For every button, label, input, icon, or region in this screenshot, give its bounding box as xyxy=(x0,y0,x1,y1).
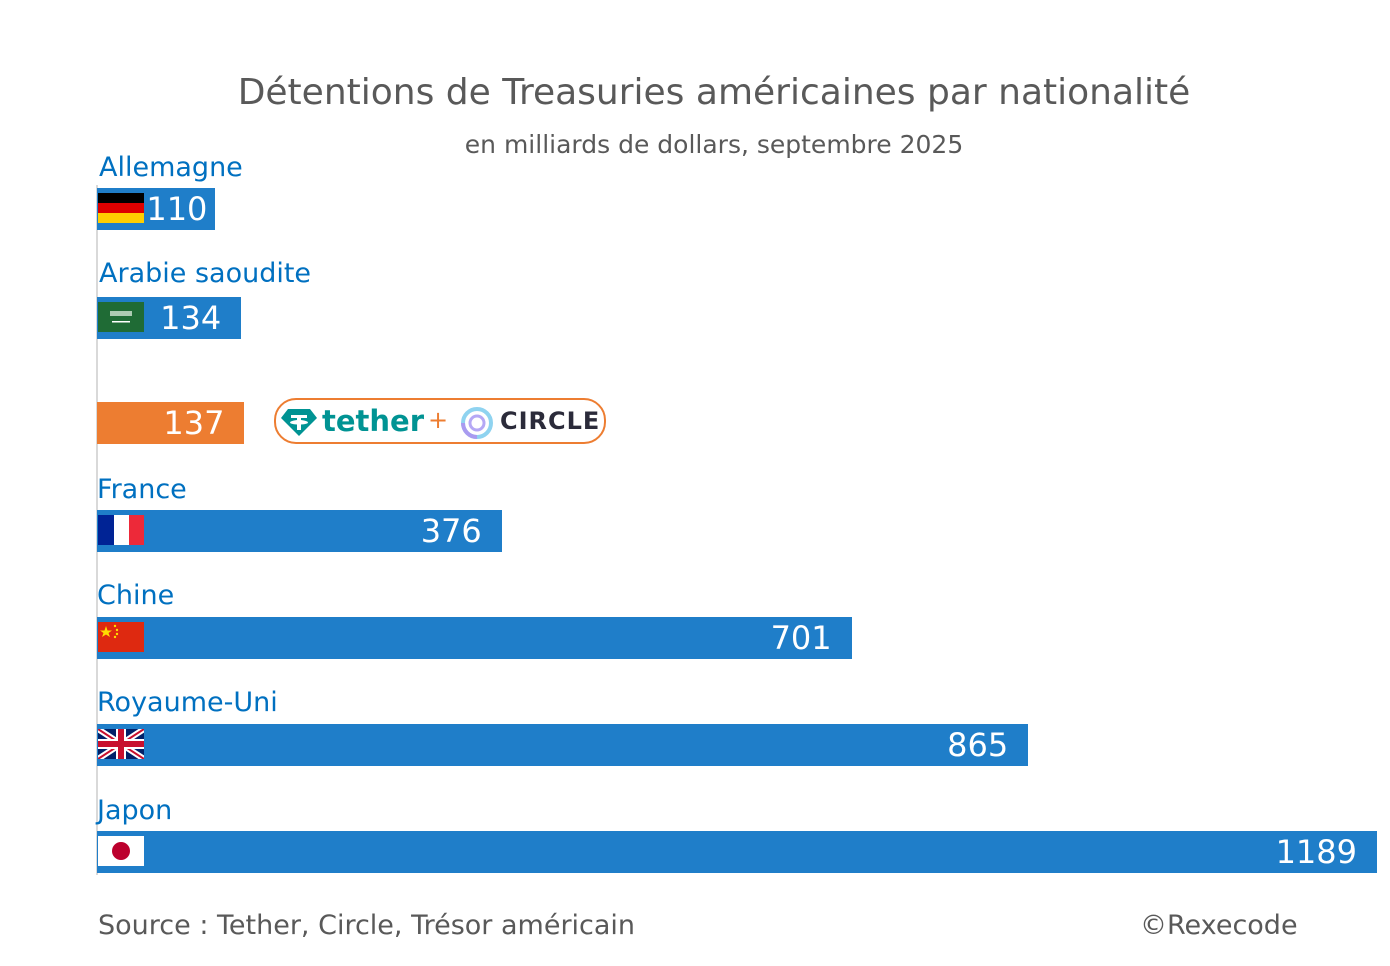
data-label: 134 xyxy=(160,299,222,337)
bar: 134 xyxy=(97,297,242,339)
circle-logo-icon xyxy=(461,407,493,439)
data-label: 376 xyxy=(420,512,482,550)
data-label: 701 xyxy=(770,619,832,657)
germany-flag-icon xyxy=(98,193,144,223)
category-label: Royaume-Uni xyxy=(97,687,278,718)
bar: 865 xyxy=(97,724,1029,766)
category-label: Chine xyxy=(97,580,175,611)
uk-flag-icon xyxy=(98,729,144,759)
tether-logo-icon xyxy=(281,409,317,436)
chart-title: Détentions de Treasuries américaines par… xyxy=(237,72,1191,113)
data-label: 865 xyxy=(947,726,1009,764)
category-label: Japon xyxy=(97,795,173,826)
bar: 137 xyxy=(97,402,245,444)
china-flag-icon xyxy=(98,622,144,652)
category-label: Arabie saoudite xyxy=(99,258,312,289)
france-flag-icon xyxy=(98,515,144,545)
bar: 1189 xyxy=(97,831,1377,873)
japan-flag-icon xyxy=(98,836,144,866)
saudi-arabia-flag-icon xyxy=(98,302,144,332)
chart-subtitle: en milliards de dollars, septembre 2025 xyxy=(464,130,964,159)
source-note: Source : Tether, Circle, Trésor américai… xyxy=(98,910,636,941)
bar: 376 xyxy=(97,510,502,552)
data-label: 137 xyxy=(163,404,225,442)
data-label: 110 xyxy=(146,190,208,228)
tether-circle-badge: tether + CIRCLE xyxy=(274,398,606,444)
category-label: Allemagne xyxy=(99,152,243,183)
bar: 701 xyxy=(97,617,852,659)
category-label: France xyxy=(97,474,187,505)
bar: 110 xyxy=(97,188,216,230)
copyright: ©Rexecode xyxy=(1140,910,1298,941)
data-label: 1189 xyxy=(1275,833,1357,871)
tether-wordmark: tether xyxy=(322,404,425,438)
plus-sign: + xyxy=(428,406,449,434)
circle-wordmark: CIRCLE xyxy=(500,407,601,435)
